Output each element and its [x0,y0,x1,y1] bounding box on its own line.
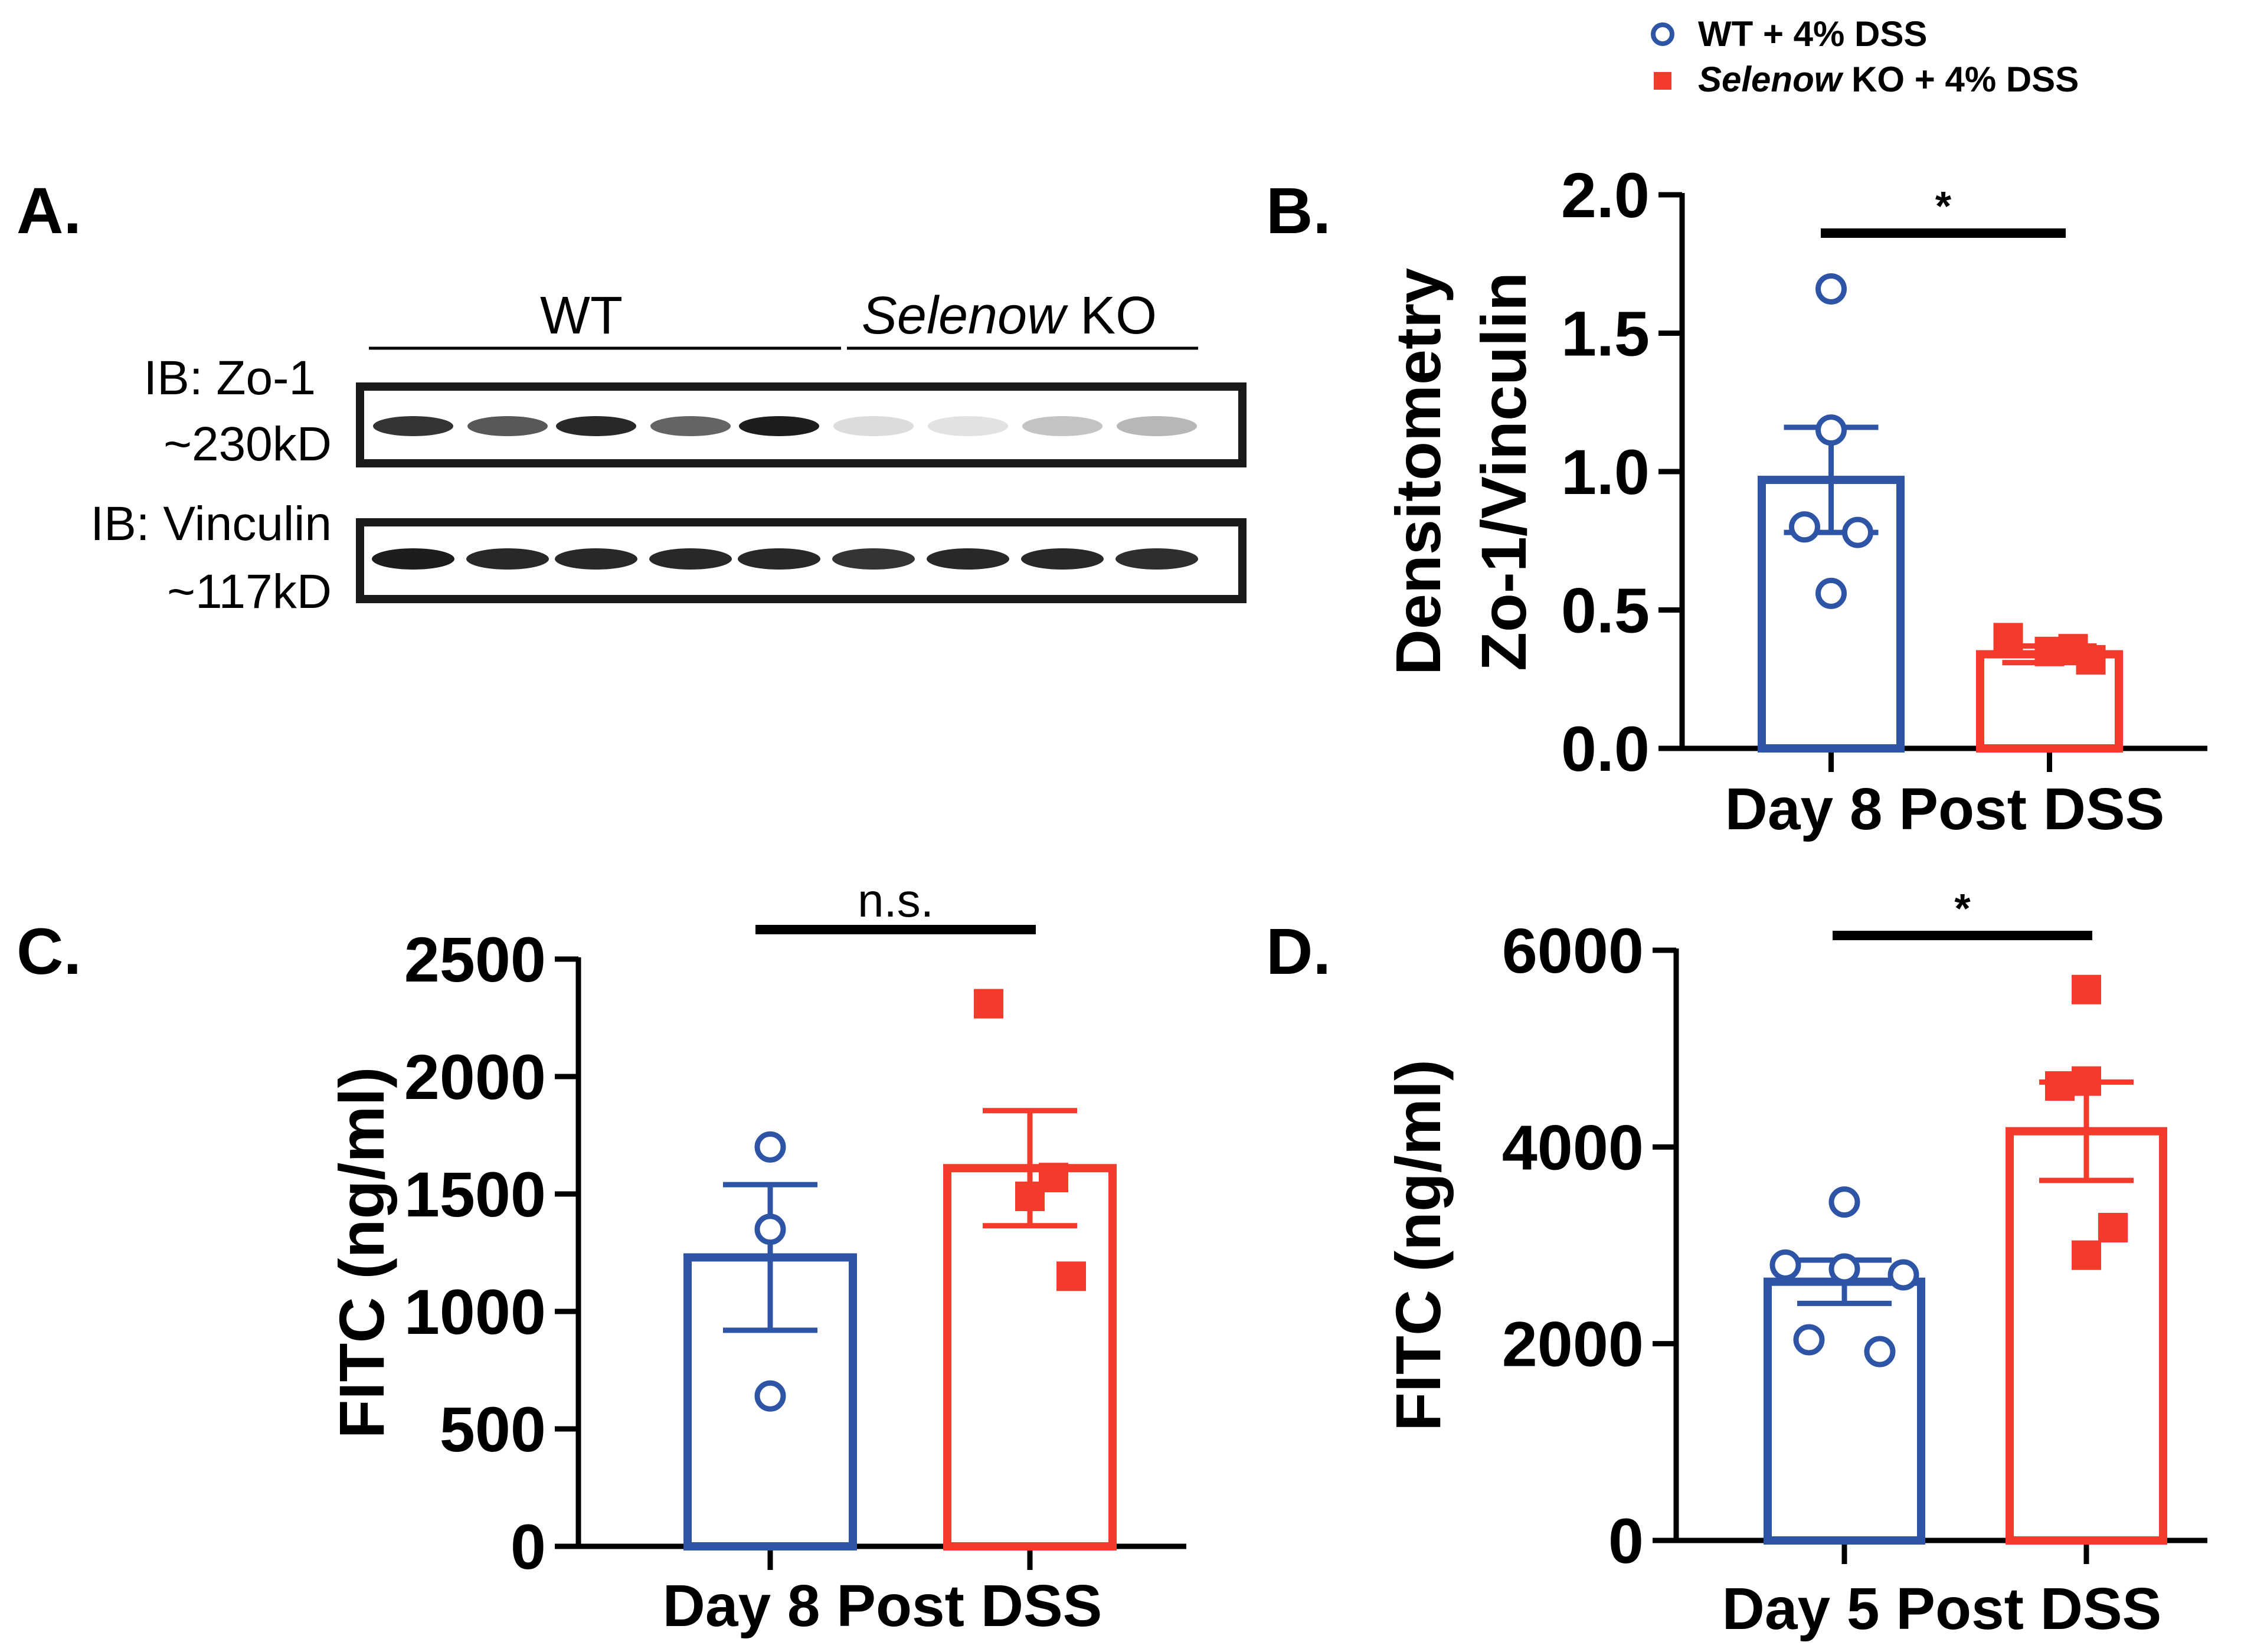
blot-vinc-band [649,548,732,570]
data-point-ko [2072,974,2101,1005]
data-point-wt [1815,577,1847,609]
y-axis-label: FITC (ng/ml) [1382,1059,1454,1431]
y-tick-label: 2000 [404,1041,546,1113]
data-point-ko [2045,1071,2075,1101]
data-point-wt [1769,1249,1801,1281]
data-point-wt [754,1213,786,1245]
data-point-ko [1015,1181,1045,1211]
data-point-ko [2076,645,2106,675]
data-point-ko [1993,623,2023,653]
y-tick-label: 2000 [1502,1308,1644,1380]
significance-label: * [1935,183,1952,229]
x-axis-label: Day 5 Post DSS [1722,1576,2162,1642]
blot-vinc-bands [372,548,1198,570]
blot-vinc-kd: ~117kD [167,565,332,619]
data-point-wt [1864,1336,1896,1368]
blot-vinc-band [738,548,820,570]
y-tick-label: 1500 [404,1159,546,1230]
data-point-ko [974,989,1003,1019]
legend-label-ko: Selenow KO + 4% DSS [1698,60,2079,99]
y-tick-label: 2.0 [1561,159,1650,231]
legend-label-wt: WT + 4% DSS [1698,14,1927,54]
blot-zo1-bands [373,416,1197,436]
data-point-wt [1793,1324,1825,1356]
y-tick-label: 1.5 [1561,298,1650,369]
blot-vinc-band [1021,548,1104,570]
legend: WT + 4% DSS Selenow KO + 4% DSS [1651,14,2079,99]
blot-vinc-band [927,548,1009,570]
panel-label: D. [1266,915,1331,988]
data-point-wt [1842,516,1873,548]
data-point-wt [1828,1186,1860,1218]
chart-panel-b: B. 0.0 0.5 1.0 1.5 2.0 Day 8 Post DSS Densitome… [1266,159,2207,842]
y-tick-label: 0.0 [1561,713,1650,784]
y-tick-label: 0 [511,1511,546,1582]
data-point-wt [754,1380,786,1412]
blot-zo1-band [650,416,731,436]
blot-panel: A. WT Selenow KO IB: Zo-1 ~230kD IB: Vin… [17,175,1247,619]
blot-zo1-band [739,416,819,436]
blot-vinc-label: IB: Vinculin [90,497,332,551]
data-point-wt [1815,414,1847,446]
y-tick-label: 0 [1608,1505,1644,1576]
chart-panel-d: D. 0 2000 4000 6000 Day 5 Post DSS FITC (ng/ml… [1266,885,2207,1642]
blot-vinc-band [1115,548,1198,570]
y-tick-label: 2500 [404,924,546,995]
data-point-wt [1789,511,1820,543]
y-axis-label: FITC (ng/ml) [326,1067,397,1439]
y-axis-label-line2: Zo-1/Vinculin [1468,272,1539,671]
blot-vinc-band [372,548,454,570]
data-point-wt [1887,1259,1919,1291]
x-axis-label: Day 8 Post DSS [663,1573,1103,1639]
blot-vinc-band [832,548,915,570]
data-point-ko [2098,1213,2128,1242]
blot-zo1-band [1022,416,1103,436]
y-tick-label: 6000 [1502,915,1644,986]
blot-zo1-band [1117,416,1197,436]
blot-group-ko-label: Selenow KO [862,286,1157,345]
data-point-ko [1056,1261,1086,1291]
data-point-wt [1828,1253,1860,1285]
significance-label: n.s. [858,874,934,927]
chart-panel-c: C. 0 500 1000 1500 2000 2500 Day 8 Post DSS FITC… [17,874,1186,1639]
blot-vinc-band [555,548,637,570]
blot-group-ko-italic: Selenow [862,286,1068,345]
legend-marker-ko [1654,72,1671,90]
bar-ko [2006,1127,2167,1545]
data-point-wt [754,1131,786,1163]
legend-label-ko-rest: KO + 4% DSS [1841,60,2079,99]
y-tick-label: 0.5 [1561,575,1650,646]
y-axis-label: Densitometry [1382,268,1454,675]
panel-label: C. [17,915,81,988]
data-point-ko [2034,636,2065,666]
blot-group-ko-rest: KO [1065,286,1157,345]
x-axis-label: Day 8 Post DSS [1725,776,2165,842]
legend-marker-wt [1651,22,1674,46]
legend-label-ko-italic: Selenow [1698,60,1844,99]
blot-zo1-band [928,416,1008,436]
blot-zo1-band [373,416,453,436]
blot-vinc-band [466,548,549,570]
y-tick-label: 1.0 [1561,436,1650,508]
significance-label: * [1954,885,1971,931]
y-tick-label: 4000 [1502,1111,1644,1183]
blot-zo1-band [833,416,914,436]
data-point-ko [2072,1066,2101,1096]
blot-zo1-kd: ~230kD [163,417,332,471]
panel-label-a: A. [17,175,81,247]
blot-group-wt-label: WT [540,286,623,345]
y-tick-label: 1000 [404,1276,546,1347]
blot-zo1-band [556,416,636,436]
data-point-ko [2072,1240,2101,1270]
blot-zo1-band [467,416,548,436]
y-tick-label: 500 [440,1393,546,1465]
bar-wt [1764,1277,1925,1545]
data-point-wt [1815,273,1847,305]
blot-zo1-label: IB: Zo-1 [143,351,316,405]
panel-label: B. [1266,175,1331,247]
